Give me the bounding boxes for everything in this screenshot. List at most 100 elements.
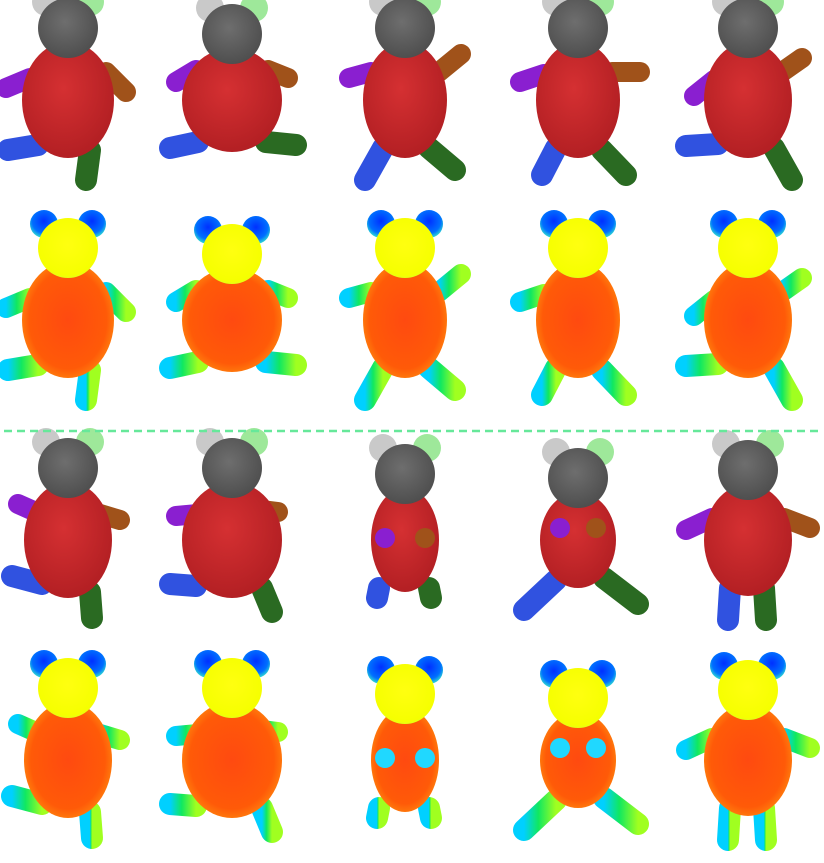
leg-right [593,787,649,835]
body [536,42,620,158]
leg-left [159,793,207,817]
arm-right [429,44,471,82]
body [371,708,439,812]
leg-left [366,577,390,609]
body [363,42,447,158]
leg-right [255,351,307,376]
head [718,0,778,58]
arm-left-tip [375,528,395,548]
head [375,218,435,278]
segmentation-bear [676,430,820,631]
arm-right [429,264,471,302]
segmentation-bear [0,0,136,191]
segmentation-bear [159,428,288,623]
body [536,262,620,378]
leg-right [251,797,283,843]
leg-left [159,573,207,597]
heatmap-bear [159,216,307,379]
heatmap-bear [675,210,812,411]
body [371,488,439,592]
leg-left [675,133,729,157]
leg-right [79,801,103,849]
leg-left [717,577,741,631]
leg-left [717,797,741,851]
leg-right [591,139,637,186]
leg-left [159,131,209,159]
arm-left [339,282,381,308]
leg-left [1,565,53,595]
body [22,262,114,378]
segmentation-bear [513,438,649,621]
body [704,262,792,378]
body [182,702,282,818]
body [704,42,792,158]
leg-right [591,359,637,406]
heatmap-bear [339,210,471,411]
body [540,492,616,588]
body [704,704,792,816]
head [548,668,608,728]
leg-left [366,797,390,829]
heatmap-bear [510,210,650,406]
head [718,660,778,720]
leg-right [753,797,777,851]
head [375,664,435,724]
head [548,0,608,58]
leg-left [354,137,394,191]
head [202,658,262,718]
head [548,448,608,508]
leg-left [531,137,567,186]
arm-left [339,62,381,88]
segmentation-bear [675,0,812,191]
head [38,218,98,278]
heatmap-bear [676,652,820,851]
leg-left [513,789,567,841]
leg-left [159,351,209,379]
leg-left [513,569,567,621]
head [38,658,98,718]
leg-right [75,359,101,411]
leg-right [251,577,283,623]
head [202,438,262,498]
body [540,712,616,808]
head [718,440,778,500]
head [375,0,435,58]
leg-left [1,785,53,815]
body [704,484,792,596]
head [548,218,608,278]
leg-right [418,797,442,829]
segmentation-bear [366,434,442,609]
body [24,482,112,598]
segmentation-bear [510,0,650,186]
head [202,4,262,64]
leg-right [593,567,649,615]
leg-right [763,357,803,411]
arm-right-tip [415,528,435,548]
leg-left [0,134,49,161]
arm-right-tip [415,748,435,768]
segmentation-bear [1,428,130,629]
arm-left-tip [550,518,570,538]
leg-right [418,137,466,181]
body [182,268,282,372]
leg-right [255,131,307,156]
heatmap-bear [0,210,136,411]
leg-left [354,357,394,411]
segmentation-bear [159,0,307,159]
leg-left [531,357,567,406]
leg-right [418,577,442,609]
leg-right [418,357,466,401]
heatmap-bear [513,660,649,841]
leg-left [0,354,49,381]
head [375,444,435,504]
leg-left [675,353,729,377]
body [24,702,112,818]
body [22,42,114,158]
body [182,48,282,152]
segmentation-bear [339,0,471,191]
leg-right [79,581,103,629]
head [38,0,98,58]
arm-left-tip [550,738,570,758]
arm-right-tip [586,738,606,758]
